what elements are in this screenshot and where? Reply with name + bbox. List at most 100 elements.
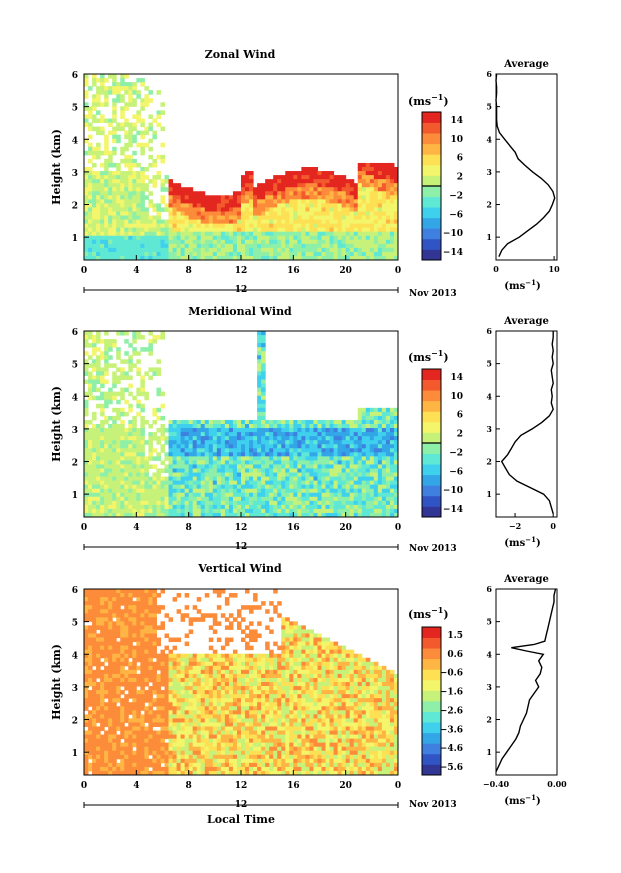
heatmap-cell [373,191,379,196]
heatmap-cell [373,235,379,241]
heatmap-cell [112,500,117,506]
heatmap-cell [84,424,89,429]
heatmap-cell [305,175,310,180]
heatmap-cell [84,641,89,647]
heatmap-cell [357,428,363,433]
profile-y-tick-label: 4 [486,391,492,401]
heatmap-cell [212,203,218,208]
heatmap-cell [96,118,101,124]
heatmap-cell [144,637,149,643]
heatmap-cell [160,468,166,474]
heatmap-cell [88,114,93,119]
heatmap-cell [269,207,274,212]
heatmap-cell [136,504,141,510]
heatmap-cell [349,179,355,184]
heatmap-cell [108,593,113,598]
heatmap-cell [116,448,121,453]
heatmap-cell [232,432,238,437]
heatmap-cell [144,207,149,212]
heatmap-cell [120,199,125,204]
heatmap-cell [168,219,174,225]
heatmap-cell [241,476,246,482]
heatmap-cell [377,468,383,474]
heatmap-cell [377,500,383,506]
heatmap-cell [393,496,399,502]
heatmap-cell [96,605,101,610]
heatmap-cell [84,171,89,176]
heatmap-cell [337,227,343,233]
heatmap-cell [349,215,355,221]
heatmap-cell [212,195,218,200]
heatmap-cell [353,448,359,453]
heatmap-cell [281,195,286,200]
heatmap-cell [108,508,113,514]
heatmap-cell [341,456,347,461]
heatmap-cell [144,219,149,225]
heatmap-cell [301,464,306,469]
heatmap-cell [345,191,351,196]
heatmap-cell [373,167,379,172]
heatmap-cell [112,476,117,482]
heatmap-cell [140,183,145,188]
heatmap-cell [393,440,399,445]
heatmap-cell [116,762,121,768]
heatmap-cell [385,235,391,241]
heatmap-cell [104,235,109,241]
heatmap-cell [333,448,339,453]
heatmap-cell [116,187,121,192]
heatmap-cell [184,195,190,200]
heatmap-cell [236,440,242,445]
profile-x-tick-label: 0 [550,521,556,531]
heatmap-cell [273,452,278,457]
heatmap-cell [92,645,97,651]
heatmap-cell [253,235,258,241]
heatmap-cell [365,179,371,184]
heatmap-cell [241,508,246,514]
heatmap-cell [313,500,318,506]
heatmap-cell [317,207,323,212]
heatmap-cell [156,239,161,245]
heatmap-cell [152,629,157,634]
heatmap-cell [313,436,318,441]
heatmap-cell [341,484,347,490]
heatmap-cell [184,508,190,514]
heatmap-cell [84,742,89,748]
heatmap-cell [168,682,174,687]
heatmap-cell [140,726,145,732]
heatmap-cell [156,488,161,494]
heatmap-cell [124,456,129,461]
heatmap-cell [84,613,89,618]
heatmap-cell [220,199,226,204]
heatmap-cell [269,432,274,437]
heatmap-cell [337,247,343,253]
heatmap-cell [249,480,254,486]
heatmap-cell [124,653,129,659]
heatmap-cell [236,428,242,433]
heatmap-cell [144,347,149,352]
heatmap-cell [84,456,89,461]
heatmap-cell [245,203,250,208]
heatmap-cell [373,472,379,478]
heatmap-cell [257,391,262,397]
heatmap-cell [245,488,250,494]
heatmap-cell [88,195,93,200]
heatmap-cell [140,661,145,667]
heatmap-cell [309,456,314,461]
heatmap-cell [204,484,210,490]
heatmap-cell [361,472,367,478]
heatmap-cell [257,215,262,221]
heatmap-cell [96,601,101,606]
heatmap-cell [373,444,379,449]
heatmap-cell [289,480,294,486]
heatmap-cell [148,488,153,494]
heatmap-cell [329,195,335,200]
heatmap-cell [241,231,246,237]
heatmap-cell [257,411,262,417]
heatmap-cell [273,512,278,518]
heatmap-cell [309,464,314,469]
heatmap-cell [200,504,206,510]
heatmap-cell [257,460,262,465]
heatmap-cell [204,492,210,498]
heatmap-cell [148,730,153,736]
heatmap-cell [245,436,250,441]
